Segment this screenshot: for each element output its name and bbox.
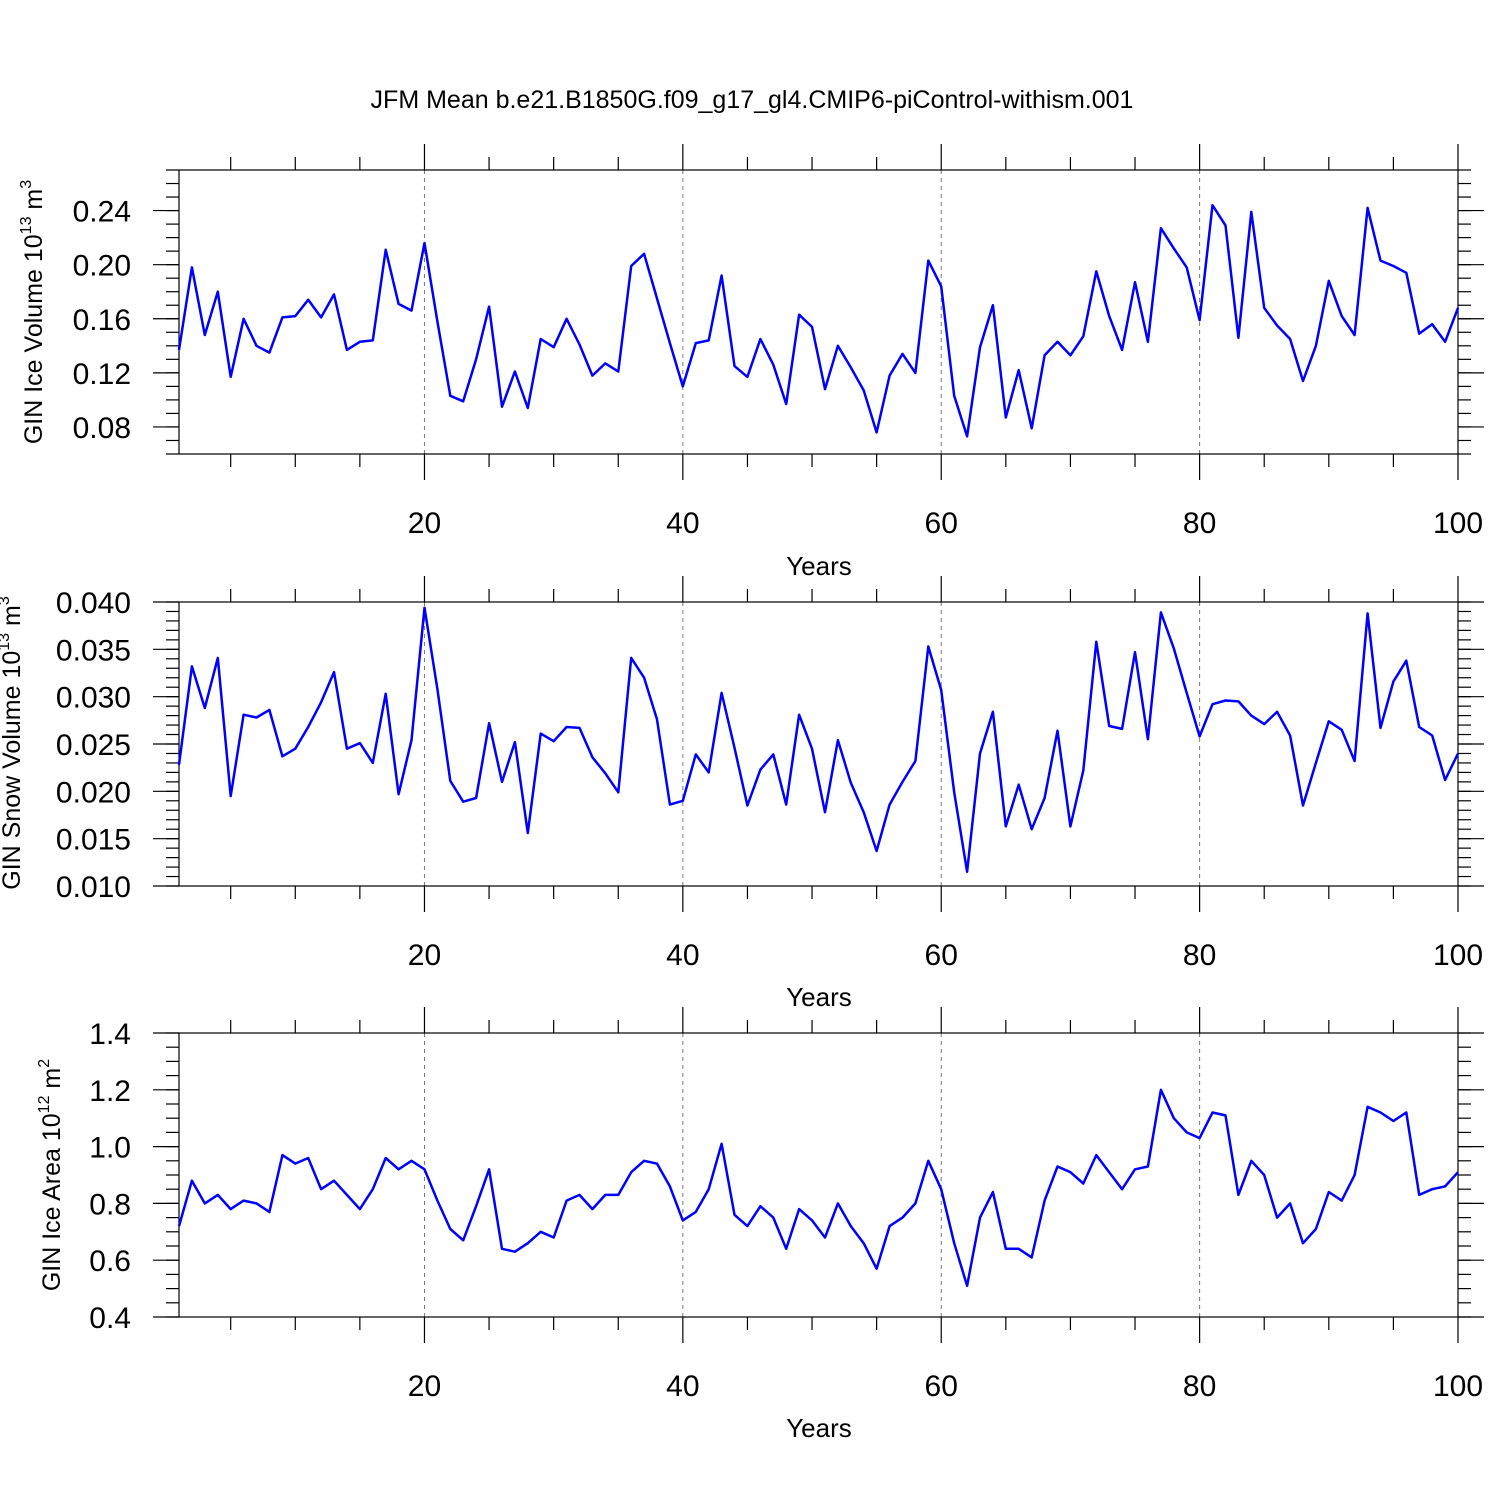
panel-ice-volume-ytick-label: 0.08 [73,412,131,445]
panel-ice-area-ytick-label: 0.6 [89,1245,131,1278]
panel-ice-volume-ytick-label: 0.20 [73,250,131,283]
panel-snow-volume-xtick-label: 100 [1433,939,1483,972]
panel-ice-area-ytick-label: 0.4 [89,1302,131,1335]
panel-ice-area-ylabel: GIN Ice Area 1012 m2 [36,1059,66,1291]
panel-ice-volume-xtick-label: 80 [1183,507,1216,540]
panel-ice-volume-ylabel: GIN Ice Volume 1013 m3 [18,180,48,444]
panel-snow-volume-series-line [177,606,1460,874]
panel-ice-volume-xtick-label: 60 [925,507,958,540]
panel-ice-area: 20 40 60 80 100 0.4 0.6 0.8 1.0 1.2 1.4 Years GIN … [36,1007,1484,1443]
panel-snow-volume-xtick-label: 80 [1183,939,1216,972]
panel-snow-volume-ytick-label: 0.025 [56,729,131,762]
panel-ice-volume-frame [178,169,1459,455]
panel-snow-volume-ytick-label: 0.010 [56,871,131,904]
panel-ice-volume-xtick-label: 20 [408,507,441,540]
panel-snow-volume-xtick-label: 60 [925,939,958,972]
panel-ice-volume-ytick-label: 0.16 [73,304,131,337]
panel-snow-volume-ytick-label: 0.040 [56,587,131,620]
panel-ice-volume-xtick-label: 100 [1433,507,1483,540]
panel-snow-volume-ylabel: GIN Snow Volume 1013 m3 [0,596,26,890]
panel-ice-area-xtick-label: 40 [666,1370,699,1403]
panel-ice-area-series-line [177,1088,1459,1288]
panel-ice-area-xtick-label: 80 [1183,1370,1216,1403]
panel-ice-area-ytick-label: 1.2 [89,1075,131,1108]
panel-ice-area-plot: 20 40 60 80 100 0.4 0.6 0.8 1.0 1.2 1.4 [89,1007,1484,1403]
panel-ice-area-xtick-label: 60 [925,1370,958,1403]
panel-snow-volume-ytick-label: 0.030 [56,682,131,715]
chart-title: JFM Mean b.e21.B1850G.f09_g17_gl4.CMIP6-… [371,86,1134,114]
panel-snow-volume-ytick-label: 0.020 [56,776,131,809]
panel-ice-area-frame [178,1032,1459,1318]
panel-ice-area-xtick-label: 20 [408,1370,441,1403]
panel-ice-area-xtick-label: 100 [1433,1370,1483,1403]
panel-snow-volume-xtick-label: 40 [666,939,699,972]
panel-snow-volume-plot: 20 40 60 80 100 0.010 0.015 0.020 0.025 0.030 0.03… [56,576,1484,972]
panel-ice-volume-xlabel: Years [786,551,852,581]
panel-ice-volume-series-line [177,203,1460,438]
panel-snow-volume-xlabel: Years [786,982,852,1012]
panel-ice-volume-xtick-label: 40 [666,507,699,540]
panel-ice-volume-ytick-label: 0.24 [73,196,131,229]
panel-ice-area-xlabel: Years [786,1413,852,1443]
panel-snow-volume-frame [178,601,1459,887]
panel-ice-volume-ytick-label: 0.12 [73,358,131,391]
panel-snow-volume-ytick-label: 0.015 [56,824,131,857]
panel-ice-volume-plot: 20 40 60 80 100 0.08 0.12 0.16 0.20 0.24 [73,144,1484,540]
panel-ice-area-ytick-label: 0.8 [89,1188,131,1221]
panel-ice-area-ytick-label: 1.0 [89,1132,131,1165]
panel-ice-area-ytick-label: 1.4 [89,1018,131,1051]
panel-snow-volume-ytick-label: 0.035 [56,634,131,667]
panel-snow-volume-xtick-label: 20 [408,939,441,972]
panel-snow-volume: 20 40 60 80 100 0.010 0.015 0.020 0.025 0.030 0.03… [0,576,1484,1012]
panel-ice-volume: 20 40 60 80 100 0.08 0.12 0.16 0.20 0.24 Years GI… [18,144,1484,581]
